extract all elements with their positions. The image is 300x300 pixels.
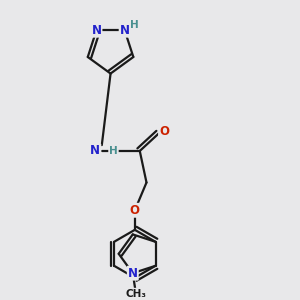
Text: N: N: [120, 24, 130, 37]
Text: O: O: [159, 124, 169, 138]
Text: O: O: [130, 204, 140, 217]
Text: N: N: [128, 267, 138, 280]
Text: N: N: [92, 24, 101, 37]
Text: CH₃: CH₃: [125, 289, 146, 298]
Text: H: H: [109, 146, 118, 156]
Text: H: H: [130, 20, 139, 30]
Text: N: N: [90, 145, 100, 158]
